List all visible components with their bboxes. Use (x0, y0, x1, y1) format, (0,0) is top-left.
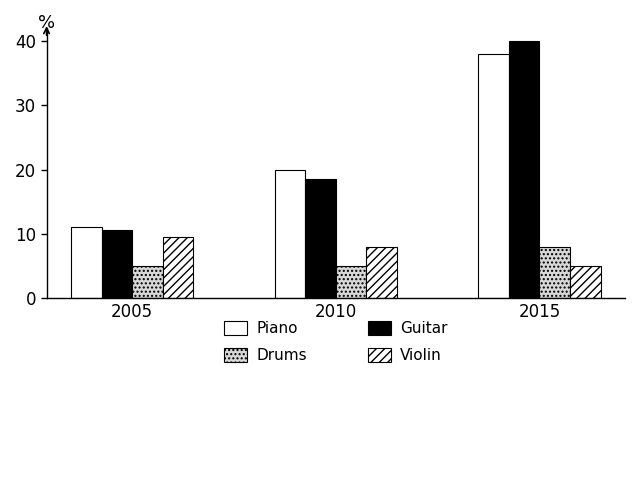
Bar (305, 179, 336, 298)
Bar (336, 266, 366, 298)
Bar (132, 266, 163, 298)
Bar (570, 266, 600, 298)
Bar (163, 237, 193, 298)
Bar (102, 230, 132, 298)
Text: %: % (38, 14, 55, 32)
Legend: Piano, Drums, Guitar, Violin: Piano, Drums, Guitar, Violin (216, 314, 455, 371)
Bar (540, 246, 570, 298)
Bar (275, 170, 305, 298)
Bar (478, 54, 509, 298)
Bar (71, 227, 102, 298)
Bar (366, 246, 397, 298)
Bar (509, 41, 540, 298)
